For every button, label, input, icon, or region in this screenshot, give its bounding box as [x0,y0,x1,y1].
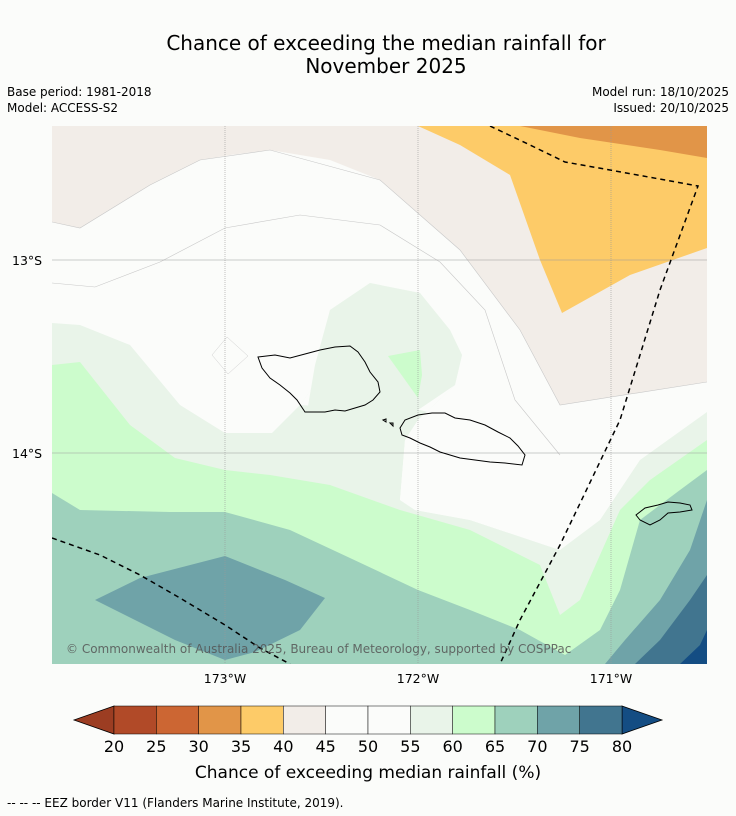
meta-left: Base period: 1981-2018 Model: ACCESS-S2 [7,84,152,116]
lon-label-173W: 173°W [204,671,246,686]
colorbar-swatch [452,705,496,735]
lon-label-171W: 171°W [590,671,632,686]
manono-island [381,418,387,423]
colorbar-tick-label: 25 [146,737,166,756]
contour-35-40 [418,126,707,313]
graticule [52,126,707,664]
colorbar-swatch [240,705,284,735]
title-line-2: November 2025 [305,54,467,78]
map-area: © Commonwealth of Australia 2025, Bureau… [52,126,707,664]
colorbar-swatch [156,705,199,735]
model-run: Model run: 18/10/2025 [591,85,729,99]
tutuila-island [635,501,693,526]
colorbar-tick-label: 50 [358,737,378,756]
model-name: Model: ACCESS-S2 [7,101,119,115]
colorbar-tick-label: 55 [400,737,420,756]
colorbar-tick-label: 65 [485,737,505,756]
colorbar-swatch [537,705,580,735]
colorbar: 20 25 30 35 40 45 50 55 60 65 70 75 80 [72,705,664,756]
colorbar-tick-label: 40 [273,737,293,756]
colorbar-swatch [410,705,453,735]
contour-lines [52,149,707,456]
colorbar-swatch [325,705,369,735]
colorbar-under-arrow [72,705,115,735]
map-figure: © Commonwealth of Australia 2025, Bureau… [12,126,707,783]
colorbar-swatch [198,705,242,735]
colorbar-swatch [367,705,411,735]
colorbar-swatch [113,705,157,735]
colorbar-swatch [494,705,538,735]
apolima-island [388,422,394,428]
contour-45-55-diamond [211,336,249,375]
base-period: Base period: 1981-2018 [7,85,152,99]
title-line-1: Chance of exceeding the median rainfall … [166,31,606,55]
colorbar-tick-label: 70 [527,737,547,756]
lat-label-14S: 14°S [12,446,42,461]
contour-55-60-savaii [307,283,462,412]
colorbar-tick-label: 20 [104,737,124,756]
contour-60-65-spot [388,350,422,398]
eez-border-legend: -- -- -- EEZ border V11 (Flanders Marine… [7,796,344,810]
colorbar-over-arrow [621,705,664,735]
lon-label-172W: 172°W [397,671,439,686]
colorbar-tick-label: 45 [315,737,335,756]
colorbar-swatch [283,705,326,735]
coastlines [257,345,693,526]
colorbar-tick-label: 30 [188,737,208,756]
issued-date: Issued: 20/10/2025 [613,101,729,115]
chart-title: Chance of exceeding the median rainfall … [0,32,736,78]
lat-label-13S: 13°S [12,253,42,268]
eez-borders [52,126,700,664]
colorbar-swatch [579,705,623,735]
meta-right: Model run: 18/10/2025 Issued: 20/10/2025 [592,84,729,116]
colorbar-tick-label: 75 [569,737,589,756]
savaii-island [257,345,381,413]
upolu-island [399,412,526,466]
contour-30-35 [520,126,707,158]
colorbar-tick-label: 60 [442,737,462,756]
colorbar-tick-label: 35 [231,737,251,756]
copyright-notice: © Commonwealth of Australia 2025, Bureau… [66,642,571,656]
colorbar-label: Chance of exceeding median rainfall (%) [195,763,541,783]
colorbar-tick-label: 80 [612,737,632,756]
contour-over-80 [680,630,707,664]
contour-75-80 [635,575,707,664]
